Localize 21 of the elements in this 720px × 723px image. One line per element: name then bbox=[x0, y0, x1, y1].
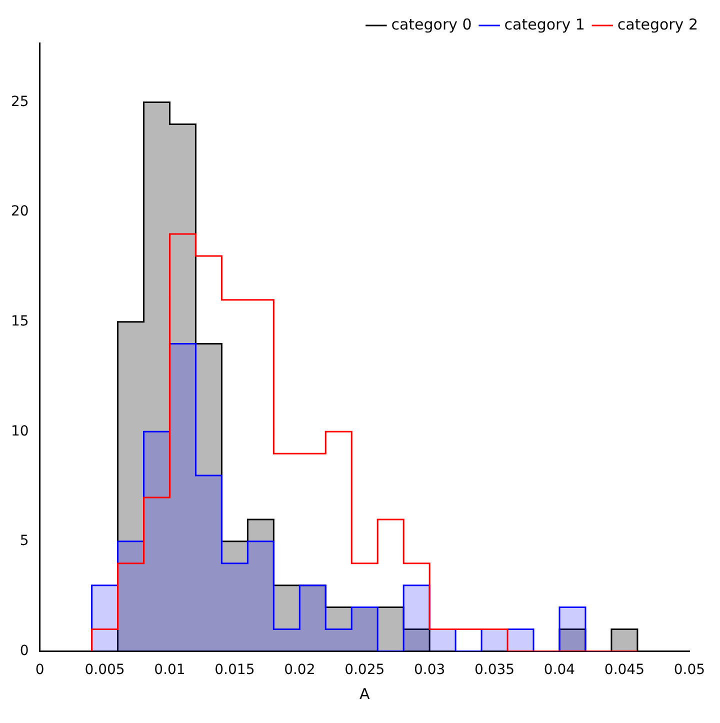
y-tick-label: 5 bbox=[20, 533, 29, 550]
y-tick-label: 25 bbox=[10, 94, 29, 110]
x-tick-label: 0.03 bbox=[414, 662, 446, 678]
legend-label: category 0 bbox=[391, 15, 472, 34]
x-tick-label: 0.005 bbox=[84, 662, 125, 678]
x-tick-label: 0 bbox=[35, 662, 44, 678]
y-tick-label: 10 bbox=[10, 423, 29, 440]
x-tick-label: 0.01 bbox=[154, 662, 186, 678]
legend-label: category 2 bbox=[617, 15, 698, 34]
x-tick-label: 0.05 bbox=[674, 662, 705, 678]
x-tick-label: 0.045 bbox=[604, 662, 644, 678]
x-tick-label: 0.025 bbox=[344, 662, 385, 678]
legend-label: category 1 bbox=[504, 15, 585, 34]
x-axis-title: A bbox=[359, 684, 370, 703]
x-tick-label: 0.04 bbox=[544, 662, 576, 678]
x-tick-label: 0.035 bbox=[474, 662, 515, 678]
y-tick-label: 15 bbox=[10, 313, 29, 330]
x-tick-label: 0.02 bbox=[284, 662, 316, 678]
y-tick-label: 0 bbox=[20, 642, 29, 659]
x-tick-label: 0.015 bbox=[214, 662, 255, 678]
y-tick-label: 20 bbox=[10, 204, 29, 220]
